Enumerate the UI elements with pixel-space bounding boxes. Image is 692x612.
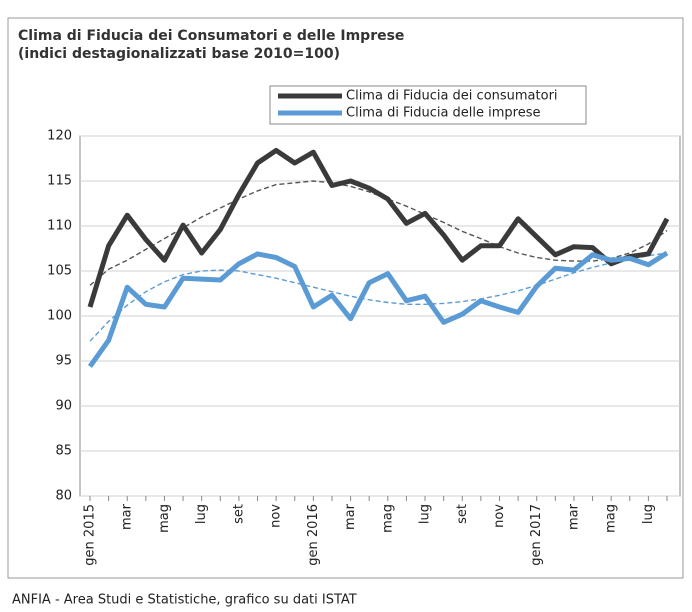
chart-title: Clima di Fiducia dei Consumatori e delle… xyxy=(18,28,404,44)
x-tick-label: mar xyxy=(120,503,135,530)
x-tick-label: mag xyxy=(157,504,172,533)
x-tick-label: mag xyxy=(380,504,395,533)
y-tick-label: 85 xyxy=(55,444,72,459)
x-tick-label: set xyxy=(231,504,246,524)
x-tick-label: gen 2015 xyxy=(83,504,98,566)
y-tick-label: 90 xyxy=(55,399,72,414)
line-series xyxy=(87,250,669,368)
legend xyxy=(269,85,587,125)
x-tick-label: mag xyxy=(604,504,619,533)
line-series xyxy=(87,147,670,308)
x-tick-label: set xyxy=(455,504,470,524)
trend-line xyxy=(89,252,668,342)
x-tick-label: lug xyxy=(641,504,656,524)
y-tick-label: 120 xyxy=(47,129,72,144)
x-tick-label: lug xyxy=(418,504,433,524)
y-tick-label: 100 xyxy=(47,309,72,324)
source: ANFIA - Area Studi e Statistiche, grafic… xyxy=(12,593,357,608)
x-tick-label: nov xyxy=(269,504,284,528)
y-tick-label: 105 xyxy=(47,264,72,279)
y-tick-label: 115 xyxy=(47,174,72,189)
y-tick-label: 80 xyxy=(55,489,72,504)
chart-subtitle: (indici destagionalizzati base 2010=100) xyxy=(18,46,340,62)
x-tick-label: lug xyxy=(194,504,209,524)
x-tick-label: gen 2016 xyxy=(306,504,321,566)
y-tick-label: 95 xyxy=(55,354,72,369)
x-tick-label: nov xyxy=(492,504,507,528)
legend-label: Clima di Fiducia delle imprese xyxy=(346,106,541,121)
x-tick-label: mar xyxy=(343,503,358,530)
x-tick-label: gen 2017 xyxy=(529,504,544,566)
legend-label: Clima di Fiducia dei consumatori xyxy=(346,89,558,104)
x-tick-label: mar xyxy=(566,503,581,530)
y-tick-label: 110 xyxy=(47,219,72,234)
